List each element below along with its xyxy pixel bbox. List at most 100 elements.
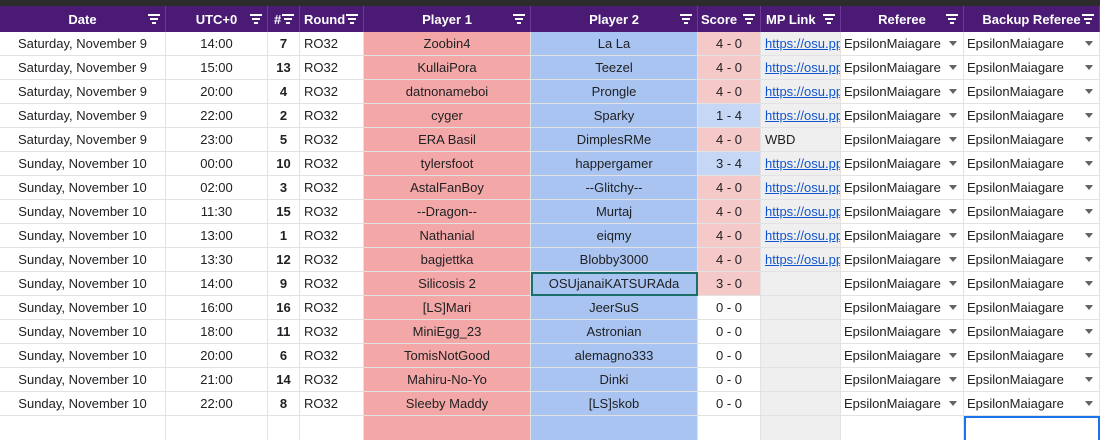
filter-icon[interactable] (823, 14, 835, 24)
referee-dropdown[interactable]: EpsilonMaiagare (841, 128, 964, 152)
chevron-down-icon[interactable] (1085, 65, 1093, 70)
player1-cell[interactable]: [LS]Mari (364, 296, 531, 320)
time-cell[interactable]: 21:00 (166, 368, 268, 392)
chevron-down-icon[interactable] (949, 89, 957, 94)
time-cell[interactable]: 11:30 (166, 200, 268, 224)
round-cell[interactable]: RO32 (300, 320, 364, 344)
time-cell[interactable]: 20:00 (166, 344, 268, 368)
referee-dropdown[interactable]: EpsilonMaiagare (841, 320, 964, 344)
round-cell[interactable]: RO32 (300, 344, 364, 368)
chevron-down-icon[interactable] (1085, 137, 1093, 142)
round-cell[interactable]: RO32 (300, 296, 364, 320)
mp-link-cell[interactable]: https://osu.ppy.sh/mp (761, 80, 841, 104)
score-cell[interactable]: 0 - 0 (698, 320, 761, 344)
filter-icon[interactable] (1082, 14, 1094, 24)
score-cell[interactable]: 4 - 0 (698, 56, 761, 80)
score-cell[interactable]: 0 - 0 (698, 392, 761, 416)
chevron-down-icon[interactable] (1085, 185, 1093, 190)
mp-link[interactable]: https://osu.ppy.sh/mp (765, 108, 840, 123)
player1-cell[interactable]: AstalFanBoy (364, 176, 531, 200)
header-referee[interactable]: Referee (841, 6, 964, 32)
empty-cell[interactable] (761, 416, 841, 440)
mp-link-cell[interactable]: https://osu.ppy.sh/mp (761, 32, 841, 56)
match-number-cell[interactable]: 11 (268, 320, 300, 344)
referee-dropdown[interactable]: EpsilonMaiagare (841, 152, 964, 176)
chevron-down-icon[interactable] (1085, 161, 1093, 166)
player2-cell[interactable]: Sparky (531, 104, 698, 128)
filter-icon[interactable] (282, 14, 294, 24)
date-cell[interactable]: Sunday, November 10 (0, 272, 166, 296)
mp-link[interactable]: https://osu.ppy.sh/mp (765, 228, 840, 243)
mp-link-cell[interactable] (761, 368, 841, 392)
chevron-down-icon[interactable] (949, 209, 957, 214)
match-number-cell[interactable]: 6 (268, 344, 300, 368)
mp-link-cell[interactable]: https://osu.ppy.sh/mp (761, 224, 841, 248)
chevron-down-icon[interactable] (949, 113, 957, 118)
mp-link-cell[interactable]: https://osu.ppy.sh/mp (761, 176, 841, 200)
chevron-down-icon[interactable] (949, 281, 957, 286)
chevron-down-icon[interactable] (949, 257, 957, 262)
match-number-cell[interactable]: 8 (268, 392, 300, 416)
empty-cell[interactable] (268, 416, 300, 440)
round-cell[interactable]: RO32 (300, 32, 364, 56)
mp-link[interactable]: https://osu.ppy.sh/mp (765, 180, 840, 195)
backup-referee-dropdown[interactable]: EpsilonMaiagare (964, 152, 1100, 176)
round-cell[interactable]: RO32 (300, 56, 364, 80)
time-cell[interactable]: 18:00 (166, 320, 268, 344)
match-number-cell[interactable]: 16 (268, 296, 300, 320)
header-utc[interactable]: UTC+0 (166, 6, 268, 32)
empty-cell[interactable] (0, 416, 166, 440)
round-cell[interactable]: RO32 (300, 224, 364, 248)
round-cell[interactable]: RO32 (300, 272, 364, 296)
backup-referee-dropdown[interactable]: EpsilonMaiagare (964, 248, 1100, 272)
filter-icon[interactable] (346, 14, 358, 24)
player2-cell[interactable]: JeerSuS (531, 296, 698, 320)
referee-dropdown[interactable]: EpsilonMaiagare (841, 344, 964, 368)
filter-icon[interactable] (148, 14, 160, 24)
round-cell[interactable]: RO32 (300, 392, 364, 416)
chevron-down-icon[interactable] (1085, 401, 1093, 406)
backup-referee-dropdown[interactable]: EpsilonMaiagare (964, 344, 1100, 368)
chevron-down-icon[interactable] (949, 401, 957, 406)
chevron-down-icon[interactable] (949, 233, 957, 238)
score-cell[interactable]: 4 - 0 (698, 176, 761, 200)
time-cell[interactable]: 00:00 (166, 152, 268, 176)
chevron-down-icon[interactable] (949, 41, 957, 46)
filter-icon[interactable] (743, 14, 755, 24)
player1-cell[interactable]: TomisNotGood (364, 344, 531, 368)
player2-cell[interactable]: Teezel (531, 56, 698, 80)
score-cell[interactable]: 0 - 0 (698, 344, 761, 368)
chevron-down-icon[interactable] (1085, 233, 1093, 238)
player1-cell[interactable]: cyger (364, 104, 531, 128)
chevron-down-icon[interactable] (949, 65, 957, 70)
referee-dropdown[interactable]: EpsilonMaiagare (841, 272, 964, 296)
date-cell[interactable]: Saturday, November 9 (0, 32, 166, 56)
date-cell[interactable]: Sunday, November 10 (0, 200, 166, 224)
header-mplink[interactable]: MP Link (761, 6, 841, 32)
player1-cell[interactable]: bagjettka (364, 248, 531, 272)
time-cell[interactable]: 14:00 (166, 32, 268, 56)
chevron-down-icon[interactable] (1085, 209, 1093, 214)
backup-referee-dropdown[interactable]: EpsilonMaiagare (964, 272, 1100, 296)
time-cell[interactable]: 20:00 (166, 80, 268, 104)
header-round[interactable]: Round (300, 6, 364, 32)
time-cell[interactable]: 02:00 (166, 176, 268, 200)
mp-link[interactable]: https://osu.ppy.sh/mp (765, 36, 840, 51)
chevron-down-icon[interactable] (949, 329, 957, 334)
mp-link-cell[interactable]: https://osu.ppy.sh/mp (761, 104, 841, 128)
date-cell[interactable]: Sunday, November 10 (0, 296, 166, 320)
chevron-down-icon[interactable] (1085, 257, 1093, 262)
player2-cell[interactable]: La La (531, 32, 698, 56)
filter-icon[interactable] (680, 14, 692, 24)
round-cell[interactable]: RO32 (300, 128, 364, 152)
chevron-down-icon[interactable] (949, 137, 957, 142)
empty-cell[interactable] (364, 416, 531, 440)
round-cell[interactable]: RO32 (300, 248, 364, 272)
player1-cell[interactable]: Sleeby Maddy (364, 392, 531, 416)
player1-cell[interactable]: --Dragon-- (364, 200, 531, 224)
backup-referee-dropdown[interactable]: EpsilonMaiagare (964, 56, 1100, 80)
time-cell[interactable]: 13:30 (166, 248, 268, 272)
player1-cell[interactable]: MiniEgg_23 (364, 320, 531, 344)
chevron-down-icon[interactable] (1085, 41, 1093, 46)
score-cell[interactable]: 3 - 0 (698, 272, 761, 296)
